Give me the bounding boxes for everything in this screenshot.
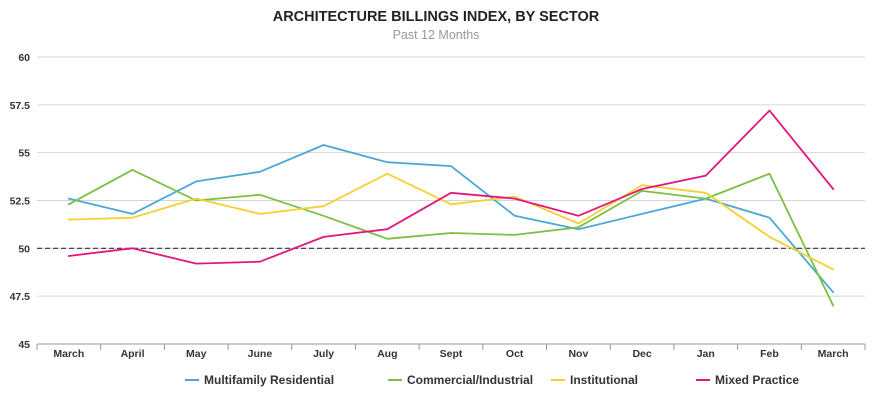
data-point-commercial-industrial <box>449 231 453 235</box>
x-tick-label: Oct <box>506 348 524 360</box>
x-tick-label: Feb <box>760 348 779 360</box>
legend-item-label[interactable]: Institutional <box>570 373 638 387</box>
data-point-institutional <box>767 235 771 239</box>
data-point-institutional <box>576 221 580 225</box>
data-point-commercial-industrial <box>322 214 326 218</box>
data-point-mixed-practice <box>194 262 198 266</box>
data-point-mixed-practice <box>322 235 326 239</box>
data-point-institutional <box>831 267 835 271</box>
data-point-mixed-practice <box>258 260 262 264</box>
data-point-mixed-practice <box>831 187 835 191</box>
data-point-institutional <box>194 197 198 201</box>
x-tick-label: Aug <box>377 348 397 360</box>
y-tick-label: 57.5 <box>10 100 31 112</box>
x-tick-label: June <box>248 348 273 360</box>
y-tick-label: 50 <box>18 243 30 255</box>
data-point-mixed-practice <box>385 227 389 231</box>
legend-item-label[interactable]: Commercial/Industrial <box>407 373 533 387</box>
series-line-institutional <box>67 172 835 271</box>
x-tick-label: April <box>121 348 145 360</box>
y-tick-label: 52.5 <box>10 196 31 208</box>
data-point-commercial-industrial <box>258 193 262 197</box>
legend-item-label[interactable]: Mixed Practice <box>715 373 799 387</box>
data-point-multifamily-residential <box>385 160 389 164</box>
data-point-institutional <box>704 191 708 195</box>
x-tick-label: March <box>53 348 84 360</box>
y-axis-ticks: 45 47.5 50 52.5 55 57.5 60 <box>10 52 31 351</box>
data-point-mixed-practice <box>131 246 135 250</box>
data-point-multifamily-residential <box>513 214 517 218</box>
x-tick-label: Jan <box>697 348 715 360</box>
series-line-mixed-practice <box>67 109 835 265</box>
data-point-institutional <box>67 218 71 222</box>
series-line-commercial-industrial <box>67 168 835 307</box>
x-tick-label: Nov <box>568 348 588 360</box>
x-tick-label: Sept <box>440 348 463 360</box>
data-point-mixed-practice <box>513 197 517 201</box>
data-point-institutional <box>449 202 453 206</box>
y-tick-label: 60 <box>18 52 30 64</box>
data-point-multifamily-residential <box>194 179 198 183</box>
data-point-commercial-industrial <box>576 225 580 229</box>
data-point-multifamily-residential <box>131 212 135 216</box>
x-tick-label: Dec <box>632 348 651 360</box>
data-point-mixed-practice <box>767 109 771 113</box>
data-point-multifamily-residential <box>831 290 835 294</box>
data-point-multifamily-residential <box>767 216 771 220</box>
data-point-institutional <box>258 212 262 216</box>
series-lines <box>67 109 835 308</box>
data-point-institutional <box>385 172 389 176</box>
data-point-multifamily-residential <box>67 197 71 201</box>
chart-title: ARCHITECTURE BILLINGS INDEX, BY SECTOR <box>273 9 600 25</box>
data-point-institutional <box>640 183 644 187</box>
data-point-commercial-industrial <box>831 304 835 308</box>
data-point-commercial-industrial <box>67 202 71 206</box>
data-point-multifamily-residential <box>258 170 262 174</box>
data-point-multifamily-residential <box>449 164 453 168</box>
data-point-mixed-practice <box>576 214 580 218</box>
y-tick-label: 45 <box>18 339 30 351</box>
x-axis: March April May June July Aug Sept Oct Nov Dec Jan… <box>36 343 866 360</box>
data-point-mixed-practice <box>640 187 644 191</box>
data-point-mixed-practice <box>449 191 453 195</box>
data-point-commercial-industrial <box>767 172 771 176</box>
data-point-commercial-industrial <box>513 233 517 237</box>
y-tick-label: 47.5 <box>10 291 31 303</box>
data-point-mixed-practice <box>704 174 708 178</box>
data-point-institutional <box>322 204 326 208</box>
legend: Multifamily Residential Commercial/Indust… <box>185 373 799 387</box>
data-point-institutional <box>131 216 135 220</box>
legend-item-label[interactable]: Multifamily Residential <box>204 373 334 387</box>
data-point-multifamily-residential <box>640 212 644 216</box>
chart-subtitle: Past 12 Months <box>393 28 480 42</box>
x-tick-label: May <box>186 348 207 360</box>
x-tick-label: March <box>818 348 849 360</box>
y-tick-label: 55 <box>18 148 30 160</box>
data-point-commercial-industrial <box>131 168 135 172</box>
data-point-commercial-industrial <box>704 197 708 201</box>
data-point-commercial-industrial <box>385 237 389 241</box>
data-point-multifamily-residential <box>322 143 326 147</box>
x-tick-label: July <box>313 348 334 360</box>
grid <box>37 56 865 297</box>
data-point-mixed-practice <box>67 254 71 258</box>
